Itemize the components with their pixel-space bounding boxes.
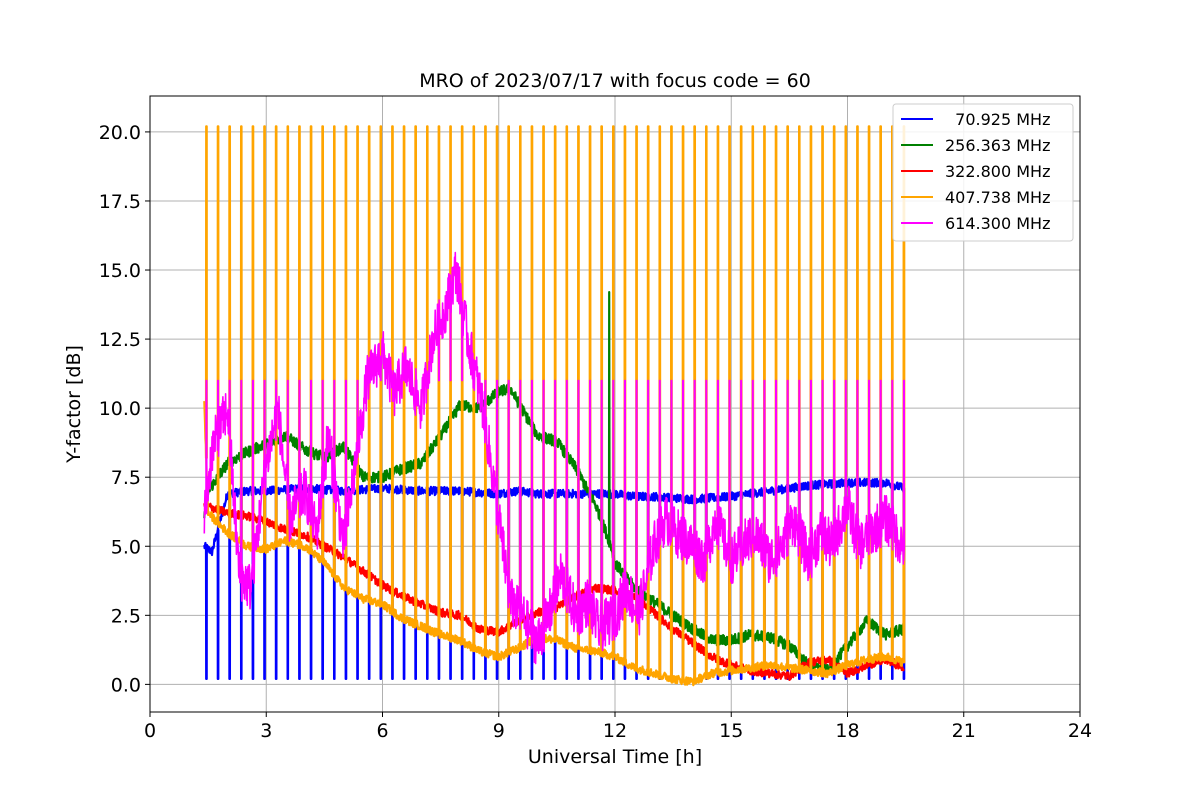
legend-label: 407.738 MHz xyxy=(945,188,1050,207)
series-line xyxy=(203,125,906,687)
legend-label: 322.800 MHz xyxy=(945,162,1050,181)
y-tick-label: 15.0 xyxy=(99,260,141,282)
y-axis: 0.0 2.5 5.0 7.5 10.0 12.5 15.0 17.5 20.0 xyxy=(99,122,150,696)
legend-label: 70.925 MHz xyxy=(945,110,1050,129)
x-axis: 0 3 6 9 12 15 18 21 24 xyxy=(144,712,1092,742)
x-tick-label: 9 xyxy=(493,720,505,742)
chart-title: MRO of 2023/07/17 with focus code = 60 xyxy=(419,70,811,92)
y-tick-label: 17.5 xyxy=(99,191,141,213)
x-axis-label: Universal Time [h] xyxy=(528,746,702,768)
y-tick-label: 20.0 xyxy=(99,122,141,144)
y-tick-label: 5.0 xyxy=(111,536,141,558)
x-tick-label: 0 xyxy=(144,720,156,742)
x-tick-label: 24 xyxy=(1068,720,1092,742)
y-tick-label: 2.5 xyxy=(111,605,141,627)
x-tick-label: 15 xyxy=(719,720,743,742)
x-tick-label: 21 xyxy=(952,720,976,742)
legend-label: 614.300 MHz xyxy=(945,214,1050,233)
x-tick-label: 6 xyxy=(376,720,388,742)
y-tick-label: 7.5 xyxy=(111,467,141,489)
legend-label: 256.363 MHz xyxy=(945,136,1050,155)
x-tick-label: 18 xyxy=(835,720,859,742)
y-axis-label: Y-factor [dB] xyxy=(63,345,85,464)
series-line xyxy=(203,251,906,665)
x-tick-label: 12 xyxy=(603,720,627,742)
legend: 70.925 MHz 256.363 MHz 322.800 MHz 407.738 … xyxy=(892,103,1074,242)
y-tick-label: 0.0 xyxy=(111,674,141,696)
y-tick-label: 10.0 xyxy=(99,398,141,420)
legend-box xyxy=(892,103,1074,242)
series-layer xyxy=(203,125,906,687)
y-tick-label: 12.5 xyxy=(99,329,141,351)
x-tick-label: 3 xyxy=(260,720,272,742)
